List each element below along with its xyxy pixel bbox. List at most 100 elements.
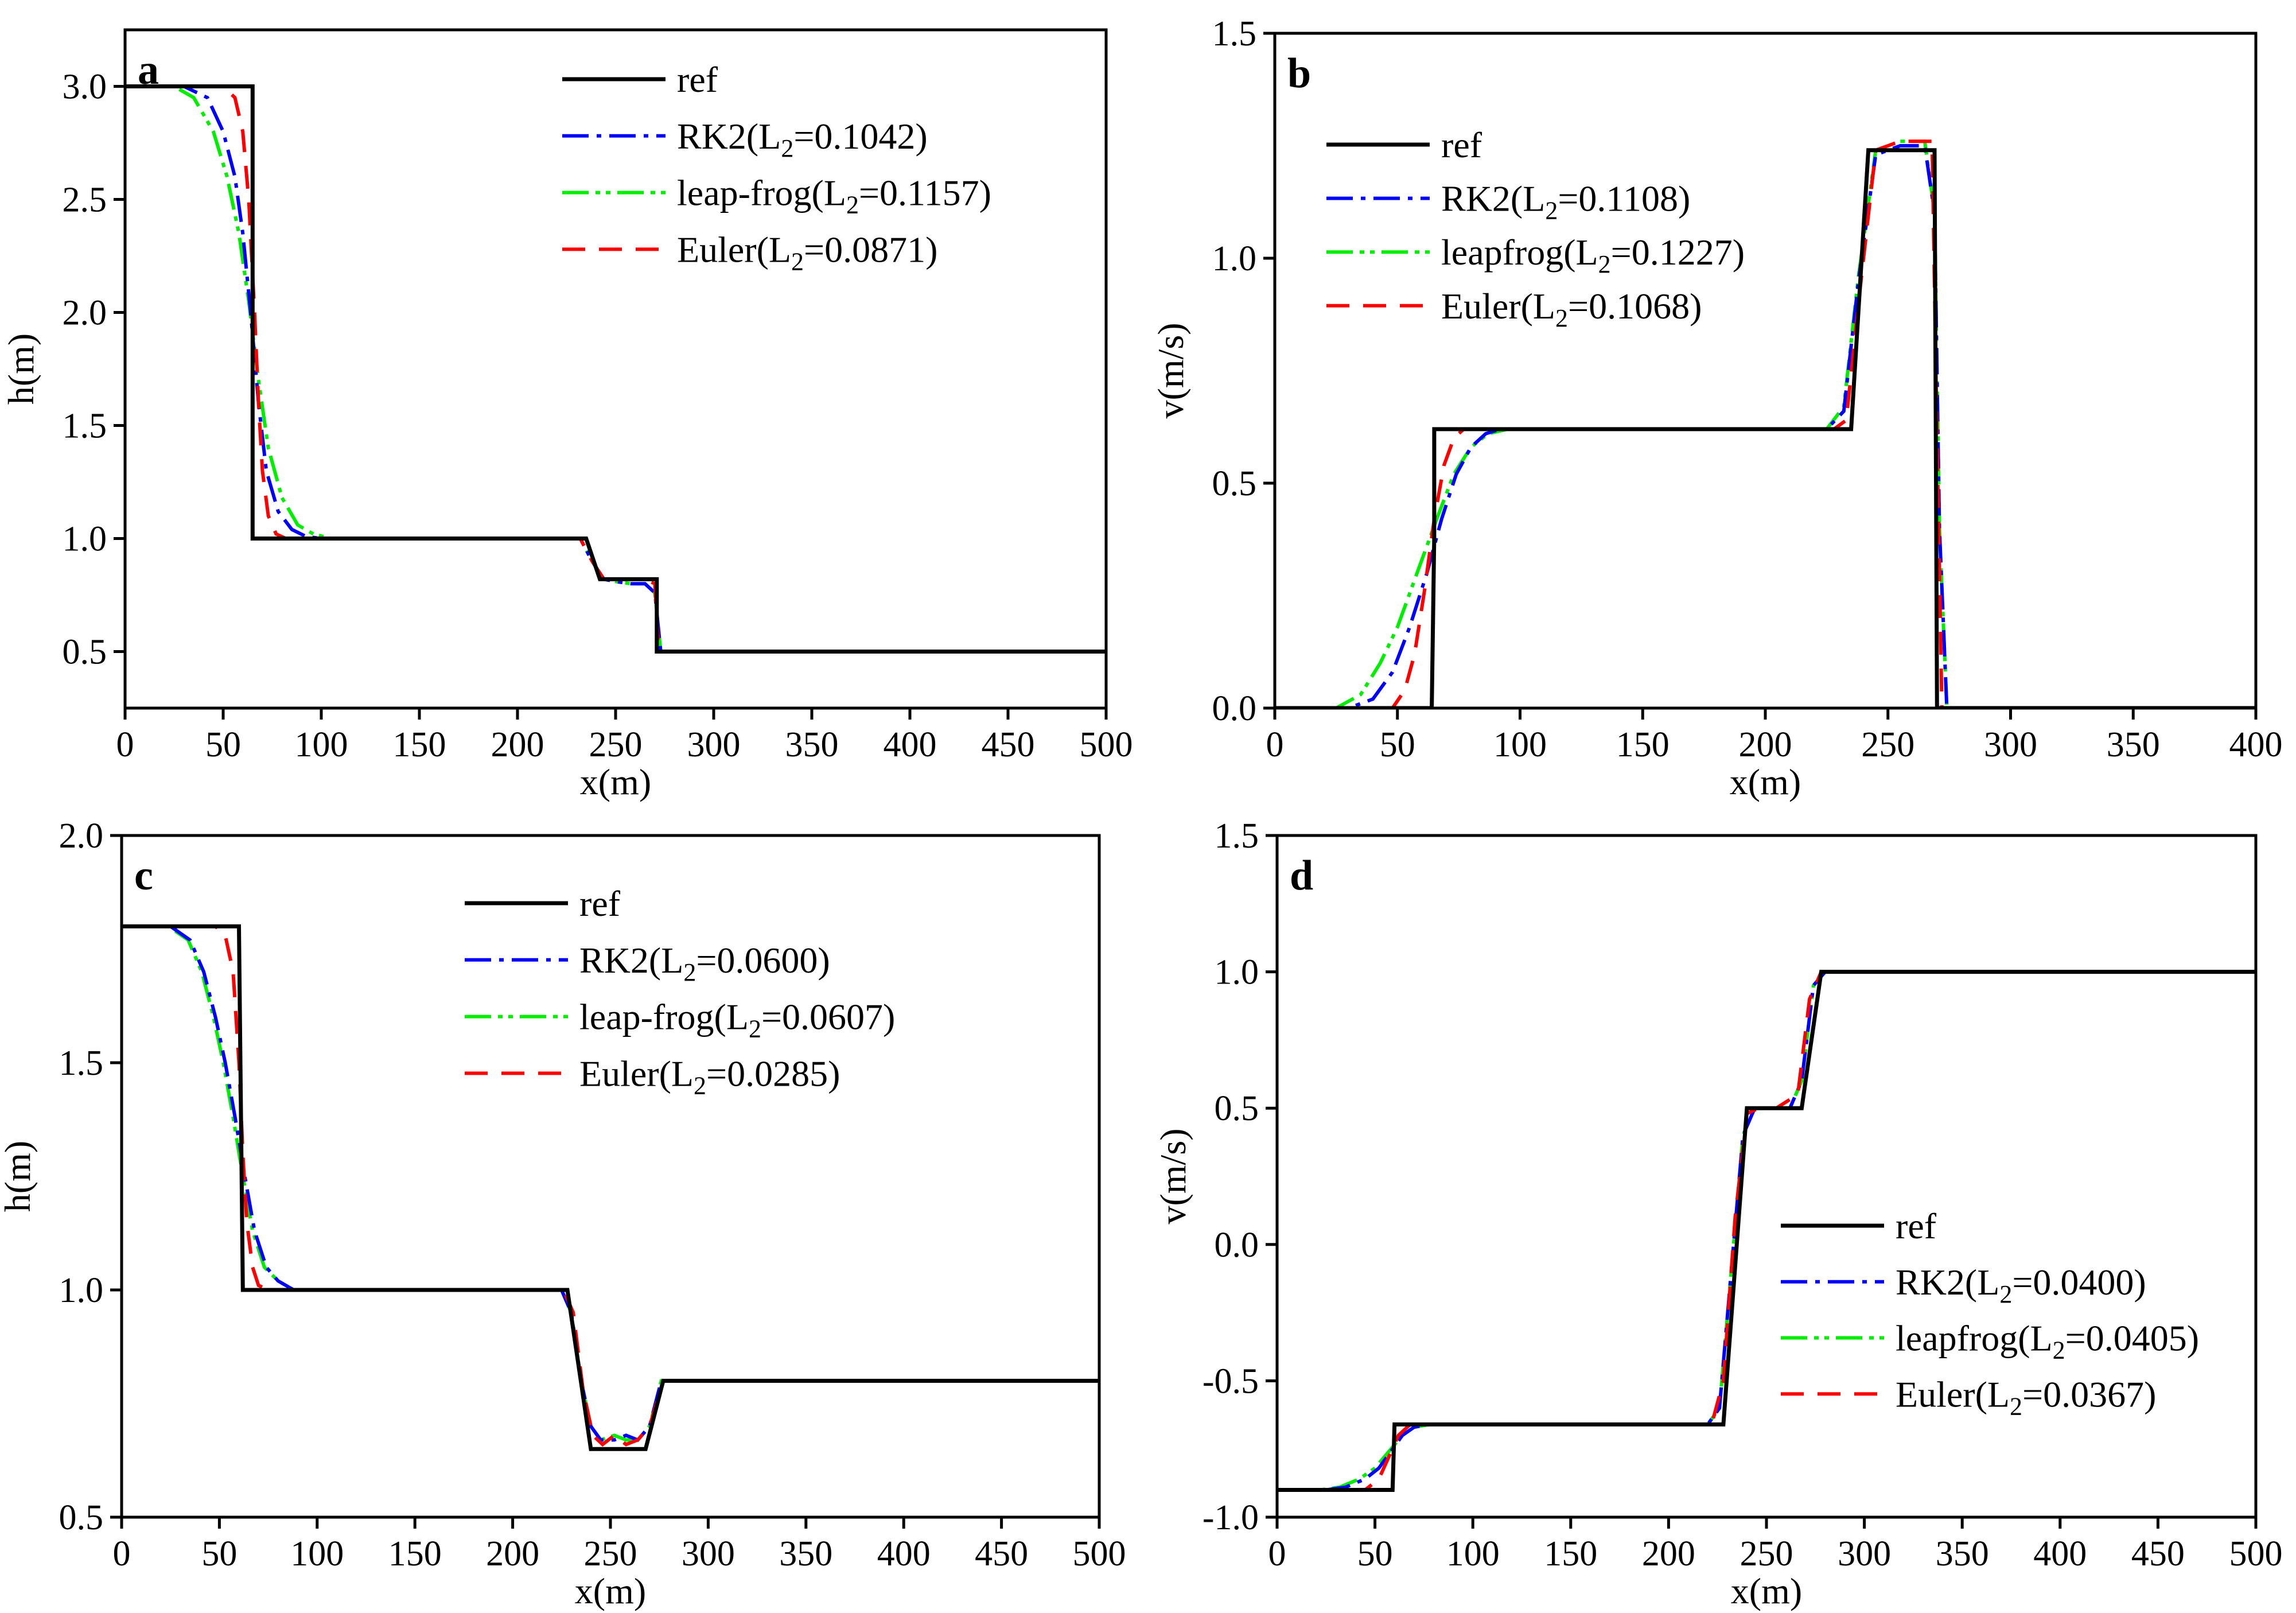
x-tick-label-d-450: 450 [2131, 1534, 2185, 1573]
series-line-b-rk2 [1275, 144, 2256, 708]
panel-letter-c: c [134, 852, 153, 899]
y-tick-label-c-3: 2.0 [59, 817, 104, 856]
panel-letter-d: d [1290, 852, 1313, 899]
series-group-c [122, 924, 1099, 1451]
x-tick-label-c-450: 450 [975, 1534, 1028, 1573]
legend-label-d-ref: ref [1896, 1206, 1937, 1246]
panel-c: 0 50 100 150 200 250 300 350 400 450 500 0.5 1.0 1.5 2… [0, 817, 1126, 1611]
x-tick-label-a-0: 0 [116, 725, 134, 764]
series-group-b [1275, 139, 2256, 708]
y-tick-label-d-1: -0.5 [1203, 1362, 1259, 1401]
x-tick-label-c-100: 100 [290, 1534, 344, 1573]
x-tick-label-b-100: 100 [1493, 725, 1547, 764]
x-tick-label-b-250: 250 [1861, 725, 1914, 764]
panel-d: 0 50 100 150 200 250 300 350 400 450 500 -1.0 -0.5 0.… [1153, 817, 2283, 1611]
legend-label-b-ref: ref [1441, 125, 1482, 165]
x-tick-label-c-200: 200 [486, 1534, 539, 1573]
x-tick-label-b-0: 0 [1266, 725, 1284, 764]
y-tick-label-c-0: 0.5 [59, 1498, 104, 1537]
series-group-d [1277, 970, 2256, 1492]
legend-d: ref RK2(L2=0.0400) leapfrog(L2=0.0405) Eule… [1781, 1206, 2199, 1420]
series-line-b-leapfrog [1275, 139, 2256, 708]
series-line-a-ref [125, 84, 1106, 654]
x-tick-label-d-0: 0 [1268, 1534, 1286, 1573]
y-tick-label-b-3: 1.5 [1212, 14, 1257, 53]
x-tick-label-b-350: 350 [2107, 725, 2160, 764]
panel-b: 0 50 100 150 200 250 300 350 400 0.0 0.5 1.0 1.5 x(m)… [1150, 14, 2283, 802]
series-group-a [125, 84, 1106, 654]
y-axis-label-c: h(m) [0, 1141, 38, 1212]
x-tick-label-a-100: 100 [295, 725, 348, 764]
x-tick-label-b-300: 300 [1984, 725, 2037, 764]
plot-frame-c [120, 834, 1101, 1519]
series-line-a-leapfrog [125, 84, 1106, 654]
x-tick-label-a-150: 150 [393, 725, 446, 764]
legend-label-d-euler: Euler(L2=0.0367) [1896, 1374, 2156, 1420]
y-tick-label-d-2: 0.0 [1215, 1226, 1259, 1265]
x-axis-label-a: x(m) [580, 761, 651, 802]
x-tick-label-c-350: 350 [779, 1534, 832, 1573]
y-tick-label-a-3: 2.0 [63, 294, 107, 333]
y-tick-label-d-4: 1.0 [1215, 953, 1259, 992]
y-tick-label-b-1: 0.5 [1212, 464, 1257, 503]
y-axis-label-a: h(m) [1, 333, 41, 405]
legend-label-c-rk2: RK2(L2=0.0600) [579, 940, 830, 986]
legend-label-a-leapfrog: leap-frog(L2=0.1157) [677, 173, 991, 219]
legend-label-c-ref: ref [579, 883, 621, 924]
x-tick-label-d-200: 200 [1642, 1534, 1695, 1573]
y-tick-label-a-1: 1.0 [63, 520, 107, 559]
y-axis-label-b: v(m/s) [1150, 322, 1191, 418]
x-axis-label-d: x(m) [1731, 1571, 1802, 1611]
panel-letter-a: a [138, 46, 159, 94]
x-tick-label-c-400: 400 [877, 1534, 931, 1573]
y-tick-label-a-2: 1.5 [63, 407, 107, 446]
legend-label-b-euler: Euler(L2=0.1068) [1441, 286, 1702, 332]
x-tick-label-a-200: 200 [491, 725, 544, 764]
y-tick-label-d-0: -1.0 [1203, 1498, 1259, 1537]
x-tick-label-a-350: 350 [785, 725, 839, 764]
series-line-c-euler [122, 924, 1099, 1447]
legend-label-b-leapfrog: leapfrog(L2=0.1227) [1441, 232, 1745, 278]
x-tick-label-d-300: 300 [1838, 1534, 1891, 1573]
y-tick-label-b-0: 0.0 [1212, 689, 1257, 728]
legend-b: ref RK2(L2=0.1108) leapfrog(L2=0.1227) Eule… [1326, 125, 1745, 332]
x-tick-label-d-500: 500 [2229, 1534, 2283, 1573]
x-tick-label-d-250: 250 [1740, 1534, 1793, 1573]
x-tick-label-d-50: 50 [1357, 1534, 1393, 1573]
plot-frame-d [1275, 834, 2258, 1519]
panel-letter-b: b [1287, 50, 1311, 97]
y-tick-label-b-2: 1.0 [1212, 239, 1257, 278]
x-tick-label-c-250: 250 [584, 1534, 637, 1573]
x-axis-label-c: x(m) [575, 1571, 646, 1611]
legend-label-b-rk2: RK2(L2=0.1108) [1441, 178, 1690, 225]
panel-a: 0 50 100 150 200 250 300 350 400 450 500 0.5 1.0 1.5 2… [1, 28, 1133, 802]
y-tick-label-c-1: 1.0 [59, 1271, 104, 1310]
x-tick-label-c-0: 0 [113, 1534, 131, 1573]
x-tick-label-b-200: 200 [1739, 725, 1792, 764]
x-tick-label-c-300: 300 [682, 1534, 735, 1573]
legend-label-c-euler: Euler(L2=0.0285) [579, 1053, 840, 1099]
x-tick-label-a-250: 250 [589, 725, 643, 764]
x-tick-label-c-150: 150 [388, 1534, 442, 1573]
x-tick-label-a-450: 450 [982, 725, 1035, 764]
legend-a: ref RK2(L2=0.1042) leap-frog(L2=0.1157) Eul… [562, 59, 991, 275]
legend-label-c-leapfrog: leap-frog(L2=0.0607) [579, 997, 895, 1043]
legend-label-a-rk2: RK2(L2=0.1042) [677, 116, 928, 162]
y-axis-label-d: v(m/s) [1153, 1128, 1193, 1224]
x-tick-label-a-400: 400 [884, 725, 937, 764]
legend-c: ref RK2(L2=0.0600) leap-frog(L2=0.0607) Eul… [465, 883, 895, 1099]
x-tick-label-a-300: 300 [687, 725, 741, 764]
series-line-b-euler [1275, 139, 2256, 708]
x-tick-label-c-50: 50 [201, 1534, 237, 1573]
x-tick-label-a-50: 50 [205, 725, 241, 764]
legend-label-a-ref: ref [677, 59, 718, 100]
y-tick-label-a-0: 0.5 [63, 633, 107, 672]
series-line-c-ref [122, 924, 1099, 1451]
plot-frame-a [123, 28, 1108, 710]
y-tick-label-d-5: 1.5 [1215, 817, 1259, 856]
x-tick-label-d-100: 100 [1446, 1534, 1500, 1573]
series-line-c-rk2 [122, 924, 1099, 1442]
y-tick-label-c-2: 1.5 [59, 1044, 104, 1083]
x-tick-label-d-400: 400 [2033, 1534, 2087, 1573]
